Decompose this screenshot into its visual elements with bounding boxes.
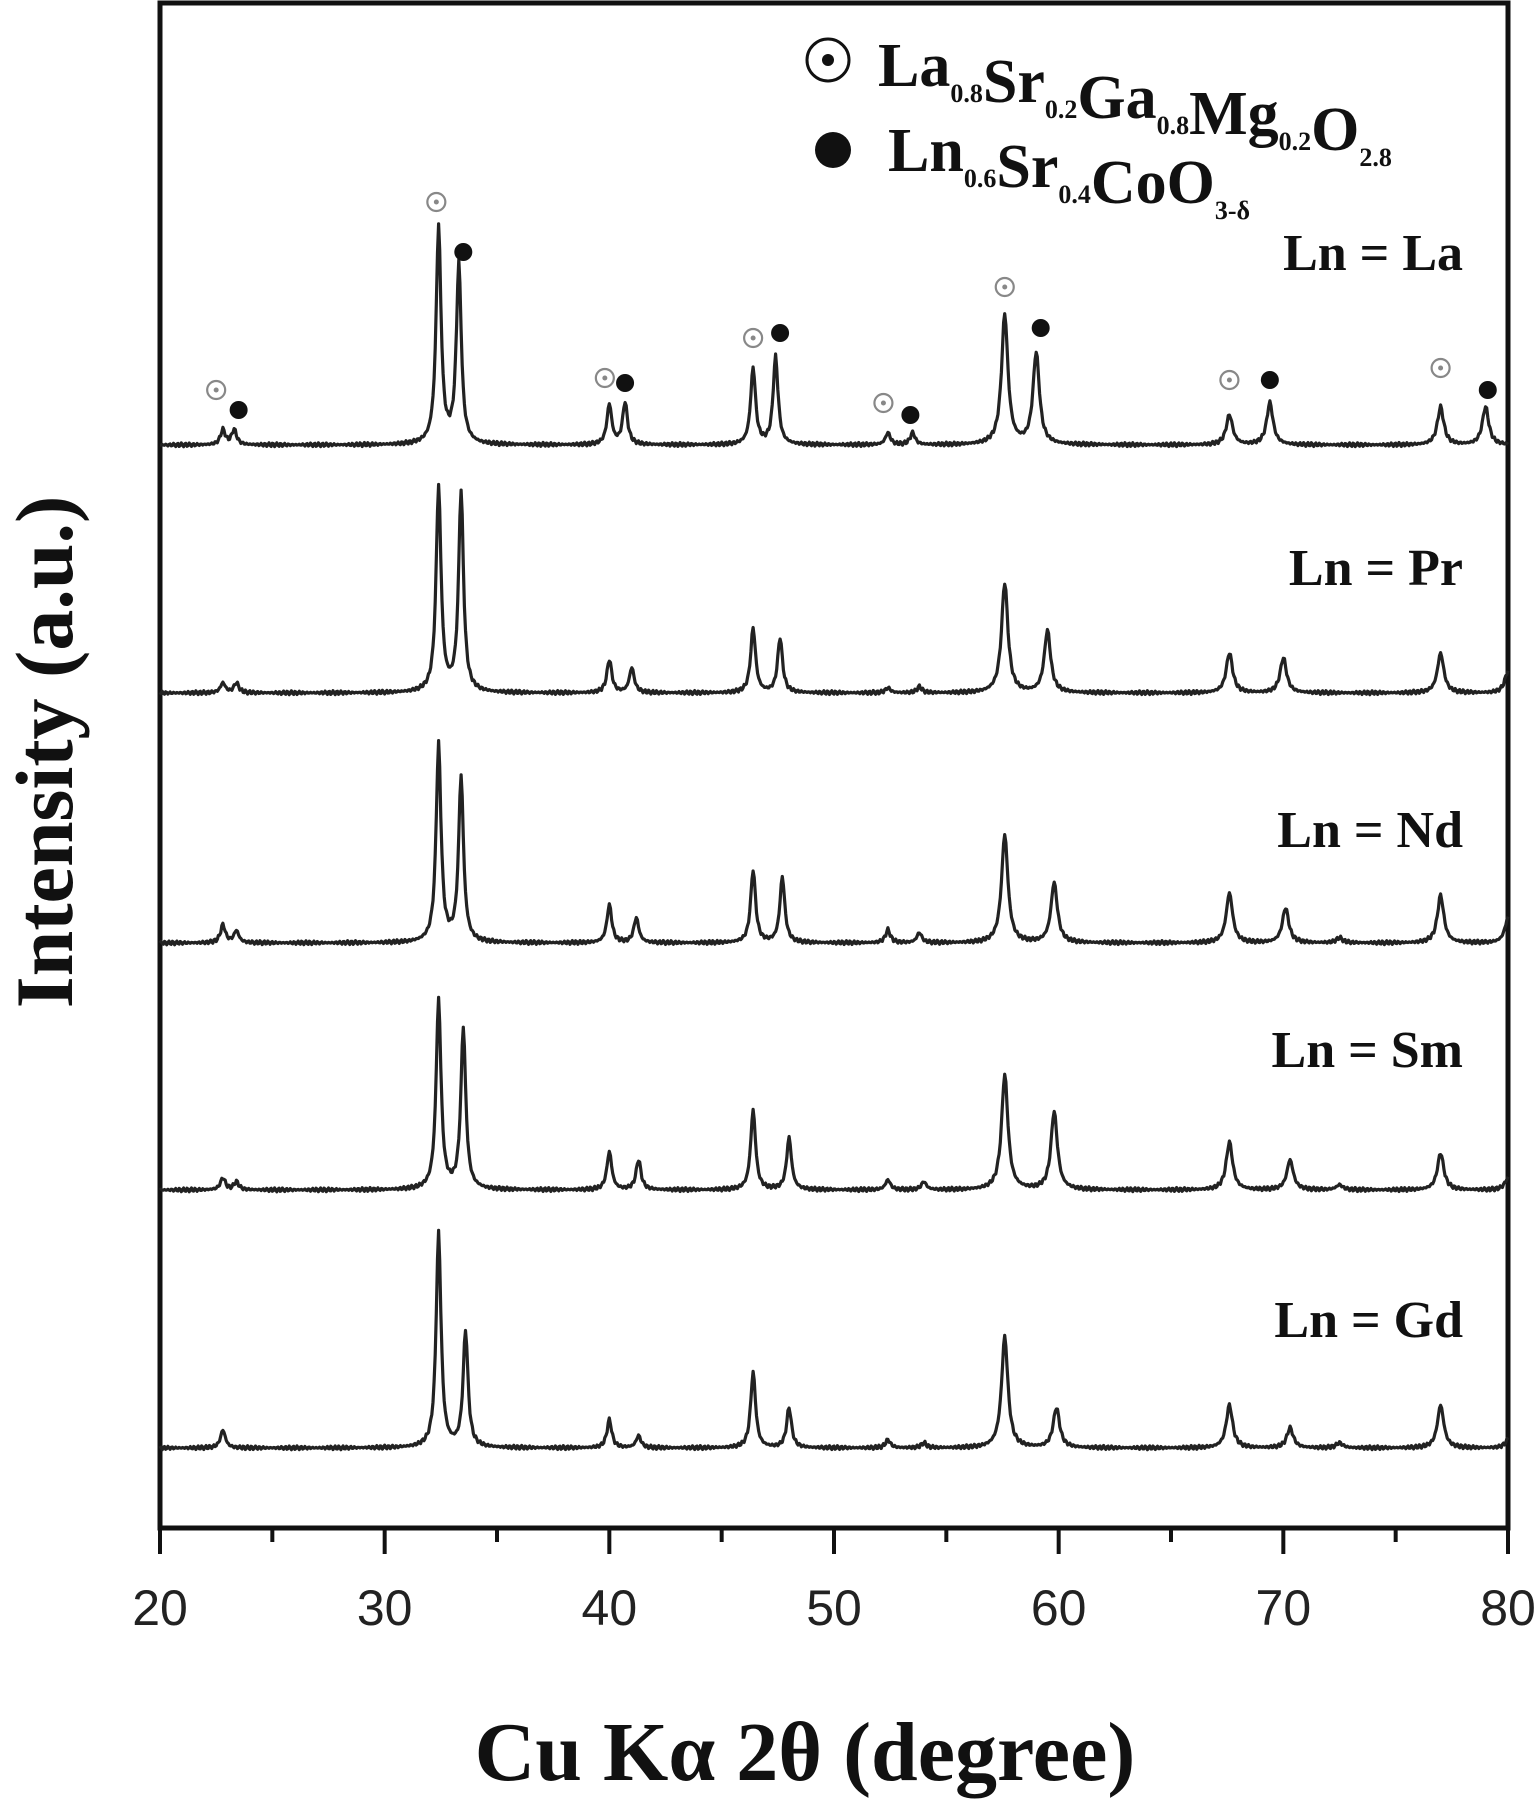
lsgm-peak-marker-icon (426, 191, 447, 213)
legend: La0.8Sr0.2Ga0.8Mg0.2O2.8 Ln0.6Sr0.4CoO3-… (805, 32, 1392, 225)
x-tick-label: 50 (806, 1580, 862, 1636)
trace-sm (159, 995, 1510, 1194)
lnsc-peak-marker-icon (901, 406, 920, 424)
legend-text: Ga (1077, 64, 1156, 132)
legend-text: O (1311, 96, 1359, 164)
legend-text: La (878, 32, 950, 100)
x-axis-ticks (158, 1528, 1510, 1554)
legend-label-lnsc: Ln0.6Sr0.4CoO3-δ (888, 117, 1250, 225)
legend-subscript: 3-δ (1215, 196, 1250, 225)
lsgm-peak-marker-dot (1002, 284, 1008, 290)
legend-text: CoO (1091, 149, 1215, 217)
trace-pr (158, 482, 1510, 697)
series-label: Ln = La (1283, 225, 1463, 282)
lsgm-peak-marker-icon (594, 367, 615, 389)
trace-gd (158, 1228, 1510, 1452)
x-axis-title: Cu Kα 2θ (degree) (475, 1706, 1136, 1799)
legend-entry-lsgm: La0.8Sr0.2Ga0.8Mg0.2O2.8 (805, 32, 1392, 172)
lnsc-peak-marker-icon (1260, 371, 1279, 389)
lsgm-peak-marker-dot (750, 335, 756, 341)
x-tick-label: 30 (357, 1580, 413, 1636)
lsgm-peak-marker-icon (1430, 357, 1451, 379)
lnsc-peak-marker-icon (616, 374, 635, 392)
lsgm-peak-marker-dot (213, 387, 219, 393)
legend-text: Sr (983, 48, 1045, 116)
dotted-open-circle-icon (805, 37, 851, 83)
trace-la (159, 222, 1509, 449)
lsgm-peak-marker-icon (1219, 369, 1240, 391)
legend-text: Ln (888, 117, 964, 185)
legend-entry-lnsc: Ln0.6Sr0.4CoO3-δ (815, 117, 1250, 225)
legend-text: Sr (996, 133, 1058, 201)
legend-subscript: 0.2 (1279, 127, 1312, 156)
legend-subscript: 0.8 (950, 79, 983, 108)
series-label: Ln = Nd (1277, 802, 1463, 859)
legend-subscript: 0.6 (964, 164, 997, 193)
x-tick-label: 70 (1256, 1580, 1312, 1636)
series-label: Ln = Gd (1274, 1292, 1463, 1349)
lsgm-peak-marker-dot (880, 400, 886, 406)
x-axis-tick-labels: 20 30 40 50 60 70 80 (132, 1580, 1536, 1636)
x-tick-label: 20 (132, 1580, 188, 1636)
x-tick-label: 40 (582, 1580, 638, 1636)
lnsc-peak-marker-icon (771, 324, 790, 342)
trace-nd (158, 739, 1510, 947)
lsgm-peak-marker-dot (433, 199, 439, 205)
legend-label-lsgm: La0.8Sr0.2Ga0.8Mg0.2O2.8 (878, 32, 1392, 172)
lnsc-peak-marker-icon (229, 401, 248, 419)
legend-subscript: 0.4 (1058, 180, 1091, 209)
filled-circle-icon (815, 132, 851, 168)
lnsc-peak-marker-icon (1478, 381, 1497, 399)
lsgm-peak-marker-icon (206, 379, 227, 401)
x-tick-label: 80 (1480, 1580, 1536, 1636)
lnsc-peak-marker-icon (454, 243, 473, 261)
lsgm-peak-marker-dot (602, 375, 608, 381)
lsgm-peak-marker-icon (873, 392, 894, 414)
dotted-open-circle-icon-dot (822, 54, 834, 66)
series-label: Ln = Sm (1272, 1022, 1463, 1079)
x-tick-label: 60 (1031, 1580, 1087, 1636)
legend-subscript: 0.2 (1045, 95, 1078, 124)
legend-subscript: 0.8 (1157, 111, 1190, 140)
xrd-traces (158, 222, 1510, 1452)
phase-markers (206, 191, 1497, 424)
lsgm-peak-marker-icon (994, 276, 1015, 298)
series-labels: Ln = La Ln = Pr Ln = Nd Ln = Sm Ln = Gd (1272, 225, 1464, 1349)
lnsc-peak-marker-icon (1031, 319, 1050, 337)
legend-text: Mg (1189, 80, 1279, 148)
lsgm-peak-marker-icon (743, 327, 764, 349)
y-axis-title: Intensity (a.u.) (0, 496, 90, 1009)
legend-subscript: 2.8 (1359, 143, 1392, 172)
lsgm-peak-marker-dot (1438, 365, 1444, 371)
lsgm-peak-marker-dot (1226, 377, 1232, 383)
series-label: Ln = Pr (1289, 540, 1463, 597)
